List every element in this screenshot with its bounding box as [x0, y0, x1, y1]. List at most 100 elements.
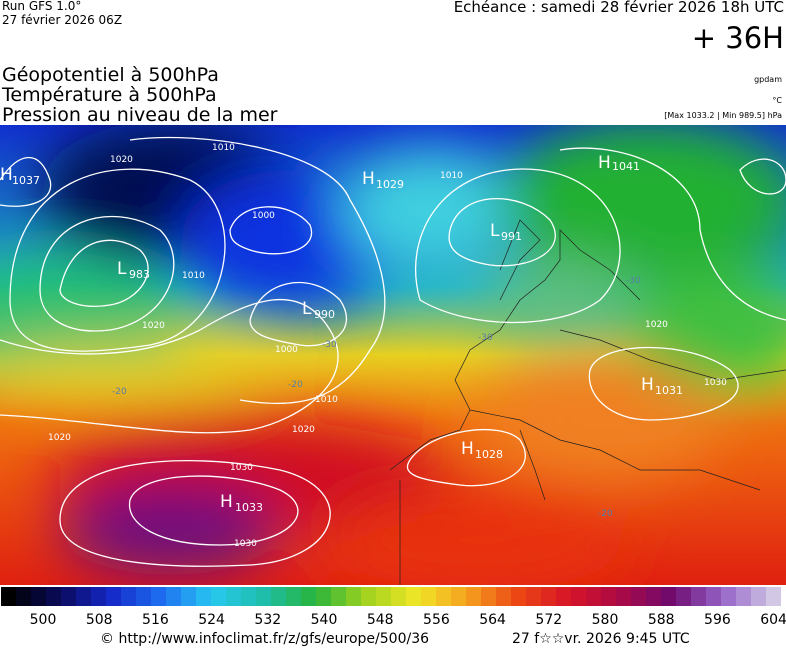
colorbar-swatch: [241, 587, 256, 606]
center-value: 990: [314, 308, 335, 321]
colorbar-swatch: [226, 587, 241, 606]
center-value: 1028: [475, 448, 503, 461]
colorbar-swatch: [436, 587, 451, 606]
isobar: [448, 198, 556, 267]
colorbar-label: 596: [704, 612, 731, 628]
colorbar-label: 532: [254, 612, 281, 628]
center-letter: L: [490, 221, 500, 241]
colorbar-swatch: [16, 587, 31, 606]
unit-label: gpdam: [754, 75, 782, 84]
isobar-label: 1020: [645, 320, 668, 330]
isobar: [9, 168, 226, 352]
colorbar-label: 588: [648, 612, 675, 628]
temperature-label: -30: [626, 276, 641, 286]
colorbar-swatch: [316, 587, 331, 606]
colorbar-swatch: [526, 587, 541, 606]
colorbar-label: 564: [479, 612, 506, 628]
forecast-offset: + 36H: [692, 21, 784, 55]
colorbar-swatch: [196, 587, 211, 606]
isobar-label: 1030: [704, 378, 727, 388]
colorbar-swatch: [511, 587, 526, 606]
colorbar-swatch: [166, 587, 181, 606]
colorbar-swatch: [706, 587, 721, 606]
colorbar-swatch: [721, 587, 736, 606]
colorbar-label: 548: [367, 612, 394, 628]
temperature-label: -20: [288, 380, 303, 390]
colorbar-swatch: [76, 587, 91, 606]
isobar-label: 1000: [275, 345, 298, 355]
colorbar-swatch: [481, 587, 496, 606]
isobar-label: 1010: [212, 143, 235, 153]
colorbar-swatch: [376, 587, 391, 606]
isobar-label: 1010: [315, 395, 338, 405]
colorbar-swatch: [406, 587, 421, 606]
isobar: [588, 346, 739, 421]
isobar-label: 1010: [182, 271, 205, 281]
colorbar-swatch: [676, 587, 691, 606]
colorbar-swatch: [151, 587, 166, 606]
isobar: [0, 298, 339, 434]
temperature-label: -20: [598, 509, 613, 519]
title-line: Pression au niveau de la mer: [2, 104, 278, 126]
center-letter: H: [598, 153, 611, 173]
center-letter: H: [461, 439, 474, 459]
colorbar-swatch: [136, 587, 151, 606]
colorbar-swatch: [751, 587, 766, 606]
center-letter: H: [641, 375, 654, 395]
isobar-label: 1020: [48, 433, 71, 443]
colorbar-swatch: [286, 587, 301, 606]
isobar-label: 1020: [142, 321, 165, 331]
map: H 1037 L 983 H 1029 L 991 H 1041 L 990 H…: [0, 125, 786, 585]
colorbar-label: 604: [760, 612, 786, 628]
colorbar-swatch: [466, 587, 481, 606]
run-date: 27 février 2026 06Z: [2, 13, 122, 27]
colorbar-swatch: [361, 587, 376, 606]
colorbar-label: 500: [30, 612, 57, 628]
isobar: [415, 168, 621, 324]
isobar: [407, 428, 526, 487]
colorbar-swatch: [31, 587, 46, 606]
center-value: 983: [129, 268, 150, 281]
colorbar-swatch: [556, 587, 571, 606]
title-line: Température à 500hPa: [1, 84, 217, 106]
temperature-label: -30: [322, 340, 337, 350]
temperature-label: -30: [478, 333, 493, 343]
center-letter: L: [117, 259, 127, 279]
isobar-label: 1010: [440, 171, 463, 181]
coastline: [389, 219, 786, 585]
colorbar-label: 540: [311, 612, 338, 628]
center-value: 1033: [235, 501, 263, 514]
colorbar-swatch: [586, 587, 601, 606]
unit-label: [Max 1033.2 | Min 989.5] hPa: [664, 111, 782, 120]
colorbar-swatch: [736, 587, 751, 606]
colorbar-label: 516: [142, 612, 169, 628]
center-letter: H: [220, 492, 233, 512]
center-value: 1031: [655, 384, 683, 397]
isobar-label: 1030: [234, 539, 257, 549]
isobar-label: 1020: [292, 425, 315, 435]
colorbar-swatch: [61, 587, 76, 606]
colorbar-swatch: [91, 587, 106, 606]
colorbar-swatch: [181, 587, 196, 606]
center-letter: L: [302, 299, 312, 319]
colorbar-label: 508: [86, 612, 113, 628]
colorbar-swatch: [346, 587, 361, 606]
colorbar-swatch: [121, 587, 136, 606]
isobar: [128, 475, 299, 546]
isobar: [59, 239, 149, 307]
forecast-time: Echéance : samedi 28 février 2026 18h UT…: [454, 0, 784, 16]
isobar: [39, 216, 175, 332]
isobar: [59, 459, 331, 567]
colorbar-swatch: [391, 587, 406, 606]
colorbar-swatch: [331, 587, 346, 606]
colorbar-swatch: [256, 587, 271, 606]
center-letter: H: [362, 169, 375, 189]
isobar: [0, 156, 52, 207]
colorbar-label: 580: [592, 612, 619, 628]
center-value: 1037: [12, 174, 40, 187]
colorbar: 500 508 516 524 532 540 548 556 564 572 580 588 596 6…: [1, 587, 786, 628]
colorbar-swatch: [421, 587, 436, 606]
colorbar-swatch: [496, 587, 511, 606]
